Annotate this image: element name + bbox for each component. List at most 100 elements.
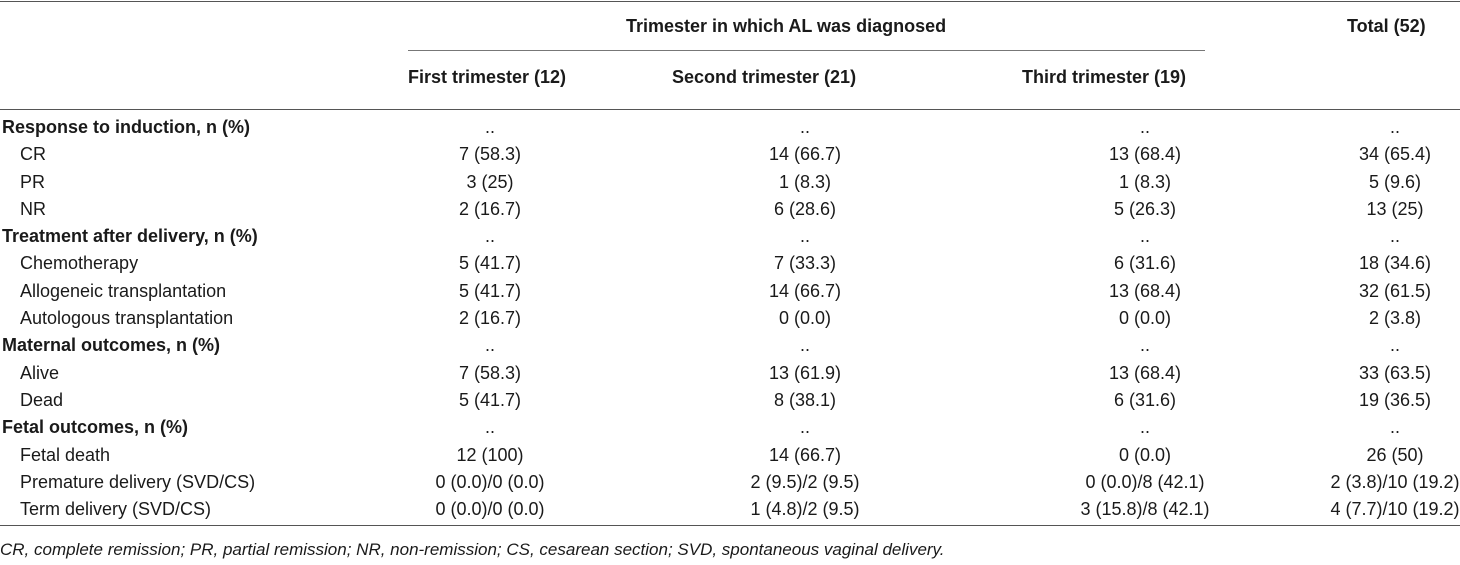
top-rule <box>0 1 1460 2</box>
header-total-label: Total (52) <box>1347 16 1426 36</box>
cell-first-trimester: 3 (25) <box>466 171 514 192</box>
table-row: CR 7 (58.3) 14 (66.7) 13 (68.4) 34 (65.4) <box>0 141 1460 168</box>
cell-third-trimester: .. <box>1139 226 1150 247</box>
cell-first-trimester: 5 (41.7) <box>458 280 522 301</box>
cell-total: 13 (25) <box>1366 198 1424 219</box>
table-row: Allogeneic transplantation 5 (41.7) 14 (66… <box>0 278 1460 305</box>
row-label: Premature delivery (SVD/CS) <box>20 471 256 492</box>
cell-total: .. <box>1389 335 1400 356</box>
row-label: NR <box>20 198 46 219</box>
row-label: CR <box>20 144 46 165</box>
table-row: NR 2 (16.7) 6 (28.6) 5 (26.3) 13 (25) <box>0 196 1460 223</box>
table-row: Fetal death 12 (100) 14 (66.7) 0 (0.0) 26 (5… <box>0 442 1460 469</box>
cell-first-trimester: 7 (58.3) <box>458 362 522 383</box>
table-row: Chemotherapy 5 (41.7) 7 (33.3) 6 (31.6) 18 (… <box>0 250 1460 277</box>
section-row: Maternal outcomes, n (%)........ <box>0 332 1460 359</box>
section-label: Treatment after delivery, n (%) <box>2 226 258 247</box>
cell-second-trimester: 1 (8.3) <box>778 171 832 192</box>
cell-third-trimester: 13 (68.4) <box>1108 280 1182 301</box>
cell-second-trimester: .. <box>799 226 810 247</box>
cell-first-trimester: .. <box>484 335 495 356</box>
cell-third-trimester: 1 (8.3) <box>1118 171 1172 192</box>
cell-total: 26 (50) <box>1366 444 1424 465</box>
table-row: Premature delivery (SVD/CS) 0 (0.0)/0 (0.… <box>0 469 1460 496</box>
row-label: Allogeneic transplantation <box>20 280 227 301</box>
table-row: Alive 7 (58.3) 13 (61.9) 13 (68.4) 33 (63.5) <box>0 360 1460 387</box>
table-body: Response to induction, n (%)........ CR 7 … <box>0 114 1460 523</box>
cell-third-trimester: 6 (31.6) <box>1113 253 1177 274</box>
table-row: Term delivery (SVD/CS) 0 (0.0)/0 (0.0) 1 (… <box>0 496 1460 523</box>
header-col-first: First trimester (12) <box>408 67 567 87</box>
cell-second-trimester: .. <box>799 417 810 438</box>
table-row: PR 3 (25) 1 (8.3) 1 (8.3) 5 (9.6) <box>0 169 1460 196</box>
cell-total: 2 (3.8)/10 (19.2) <box>1330 471 1460 492</box>
cell-second-trimester: .. <box>799 117 810 137</box>
cell-second-trimester: 14 (66.7) <box>768 444 842 465</box>
data-table: Response to induction, n (%)........ CR 7 … <box>0 114 1460 523</box>
cell-second-trimester: .. <box>799 335 810 356</box>
section-label: Response to induction, n (%) <box>2 117 250 137</box>
cell-total: 18 (34.6) <box>1358 253 1432 274</box>
row-label: Autologous transplantation <box>20 308 234 329</box>
cell-third-trimester: .. <box>1139 335 1150 356</box>
cell-total: 19 (36.5) <box>1358 389 1432 410</box>
row-label: PR <box>20 171 46 192</box>
cell-third-trimester: 6 (31.6) <box>1113 389 1177 410</box>
cell-third-trimester: 13 (68.4) <box>1108 362 1182 383</box>
cell-first-trimester: 5 (41.7) <box>458 253 522 274</box>
cell-third-trimester: 5 (26.3) <box>1113 198 1177 219</box>
cell-total: 32 (61.5) <box>1358 280 1432 301</box>
row-label: Chemotherapy <box>20 253 139 274</box>
row-label: Fetal death <box>20 444 111 465</box>
cell-second-trimester: 2 (9.5)/2 (9.5) <box>750 471 860 492</box>
section-row: Response to induction, n (%)........ <box>0 114 1460 141</box>
cell-total: .. <box>1389 417 1400 438</box>
cell-first-trimester: 0 (0.0)/0 (0.0) <box>435 499 545 520</box>
section-row: Fetal outcomes, n (%)........ <box>0 414 1460 441</box>
table-row: Dead 5 (41.7) 8 (38.1) 6 (31.6) 19 (36.5) <box>0 387 1460 414</box>
cell-first-trimester: 7 (58.3) <box>458 144 522 165</box>
row-label: Dead <box>20 389 64 410</box>
cell-second-trimester: 6 (28.6) <box>773 198 837 219</box>
cell-first-trimester: .. <box>484 417 495 438</box>
header-col-third: Third trimester (19) <box>1022 67 1187 87</box>
cell-second-trimester: 1 (4.8)/2 (9.5) <box>750 499 860 520</box>
section-label: Fetal outcomes, n (%) <box>2 417 189 438</box>
cell-first-trimester: 5 (41.7) <box>458 389 522 410</box>
table-row: Autologous transplantation 2 (16.7) 0 (0.0… <box>0 305 1460 332</box>
cell-third-trimester: 0 (0.0) <box>1118 444 1172 465</box>
span-rule <box>408 50 1205 51</box>
cell-second-trimester: 13 (61.9) <box>768 362 842 383</box>
header-col-second: Second trimester (21) <box>672 67 857 87</box>
cell-second-trimester: 14 (66.7) <box>768 144 842 165</box>
cell-third-trimester: 3 (15.8)/8 (42.1) <box>1080 499 1210 520</box>
section-label: Maternal outcomes, n (%) <box>2 335 221 356</box>
cell-total: 34 (65.4) <box>1358 144 1432 165</box>
cell-total: .. <box>1389 117 1400 137</box>
cell-second-trimester: 7 (33.3) <box>773 253 837 274</box>
cell-first-trimester: .. <box>484 117 495 137</box>
row-label: Alive <box>20 362 60 383</box>
row-label: Term delivery (SVD/CS) <box>20 499 212 520</box>
cell-third-trimester: 0 (0.0) <box>1118 308 1172 329</box>
cell-third-trimester: .. <box>1139 417 1150 438</box>
footnote: CR, complete remission; PR, partial remi… <box>0 540 945 559</box>
cell-first-trimester: 12 (100) <box>456 444 524 465</box>
cell-first-trimester: 2 (16.7) <box>458 308 522 329</box>
cell-total: 4 (7.7)/10 (19.2) <box>1330 499 1460 520</box>
header-span-label: Trimester in which AL was diagnosed <box>626 16 947 36</box>
cell-third-trimester: 0 (0.0)/8 (42.1) <box>1085 471 1205 492</box>
cell-first-trimester: .. <box>484 226 495 247</box>
cell-total: 5 (9.6) <box>1368 171 1422 192</box>
cell-total: 2 (3.8) <box>1368 308 1422 329</box>
cell-third-trimester: .. <box>1139 117 1150 137</box>
section-row: Treatment after delivery, n (%)........ <box>0 223 1460 250</box>
cell-third-trimester: 13 (68.4) <box>1108 144 1182 165</box>
cell-first-trimester: 2 (16.7) <box>458 198 522 219</box>
cell-total: 33 (63.5) <box>1358 362 1432 383</box>
cell-second-trimester: 0 (0.0) <box>778 308 832 329</box>
cell-second-trimester: 14 (66.7) <box>768 280 842 301</box>
bottom-rule <box>0 525 1460 526</box>
cell-second-trimester: 8 (38.1) <box>773 389 837 410</box>
header-rule <box>0 109 1460 110</box>
